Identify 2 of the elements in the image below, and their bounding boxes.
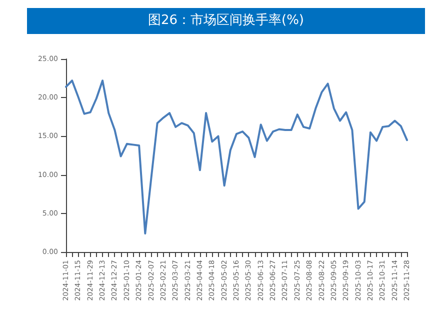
line-series: [65, 80, 408, 234]
chart-title: 图26：市场区间换手率(%): [27, 8, 425, 34]
